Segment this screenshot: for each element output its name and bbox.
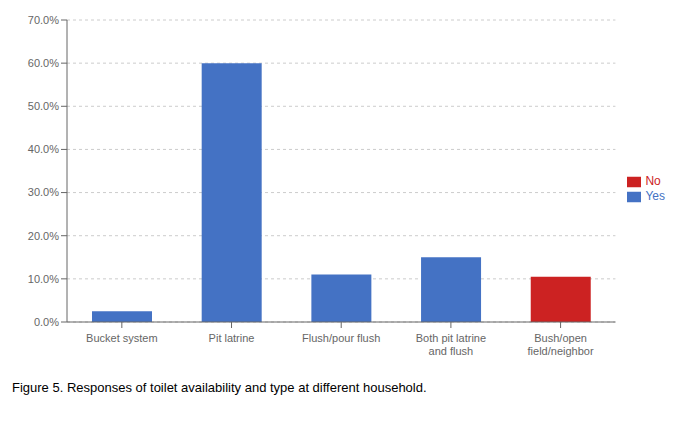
svg-text:40.0%: 40.0% [28,143,59,155]
html-text:No: No [645,174,661,189]
svg-text:30.0%: 30.0% [28,186,59,198]
html-text:Yes: Yes [645,189,665,203]
html-text:Figure 5. Responses of toilet: Figure 5. Responses of toilet availabili… [12,380,427,395]
svg-text:Bucket system: Bucket system [86,332,158,344]
svg-text:50.0%: 50.0% [28,100,59,112]
svg-text:70.0%: 70.0% [28,14,59,26]
svg-text:20.0%: 20.0% [28,230,59,242]
svg-text:60.0%: 60.0% [28,57,59,69]
svg-text:0.0%: 0.0% [34,316,59,328]
svg-text:10.0%: 10.0% [28,273,59,285]
svg-text:Flush/pour flush: Flush/pour flush [302,332,380,344]
svg-text:Both pit latrineand flush: Both pit latrineand flush [416,332,486,357]
svg-text:Pit latrine: Pit latrine [209,332,255,344]
svg-text:Bush/openfield/neighbor: Bush/openfield/neighbor [528,332,594,357]
